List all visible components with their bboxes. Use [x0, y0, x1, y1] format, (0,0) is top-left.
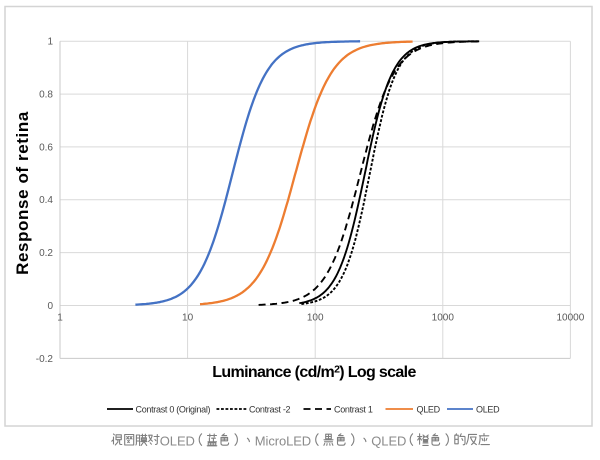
svg-text:QLED: QLED: [417, 405, 441, 415]
svg-text:1000: 1000: [432, 313, 455, 324]
svg-text:10: 10: [182, 313, 194, 324]
svg-text:OLED: OLED: [160, 434, 195, 449]
svg-text:Contrast 0 (Original): Contrast 0 (Original): [136, 405, 211, 415]
svg-text:Luminance (cd/m2) Log scale: Luminance (cd/m2) Log scale: [212, 364, 416, 382]
svg-text:Response of retina: Response of retina: [13, 111, 32, 275]
svg-text:Contrast -2: Contrast -2: [249, 405, 291, 415]
svg-text:OLED: OLED: [476, 405, 500, 415]
svg-text:0: 0: [47, 301, 53, 312]
svg-text:0.4: 0.4: [39, 195, 53, 206]
svg-text:100: 100: [307, 313, 324, 324]
svg-text:MicroLED: MicroLED: [255, 434, 311, 449]
svg-text:0.2: 0.2: [39, 248, 53, 259]
svg-text:1: 1: [47, 37, 53, 48]
svg-text:0.6: 0.6: [39, 142, 53, 153]
svg-text:Contrast 1: Contrast 1: [334, 405, 373, 415]
svg-text:QLED: QLED: [371, 434, 406, 449]
svg-text:1: 1: [57, 313, 63, 324]
svg-text:-0.2: -0.2: [36, 354, 54, 365]
svg-text:10000: 10000: [556, 313, 584, 324]
svg-text:0.8: 0.8: [39, 90, 53, 101]
